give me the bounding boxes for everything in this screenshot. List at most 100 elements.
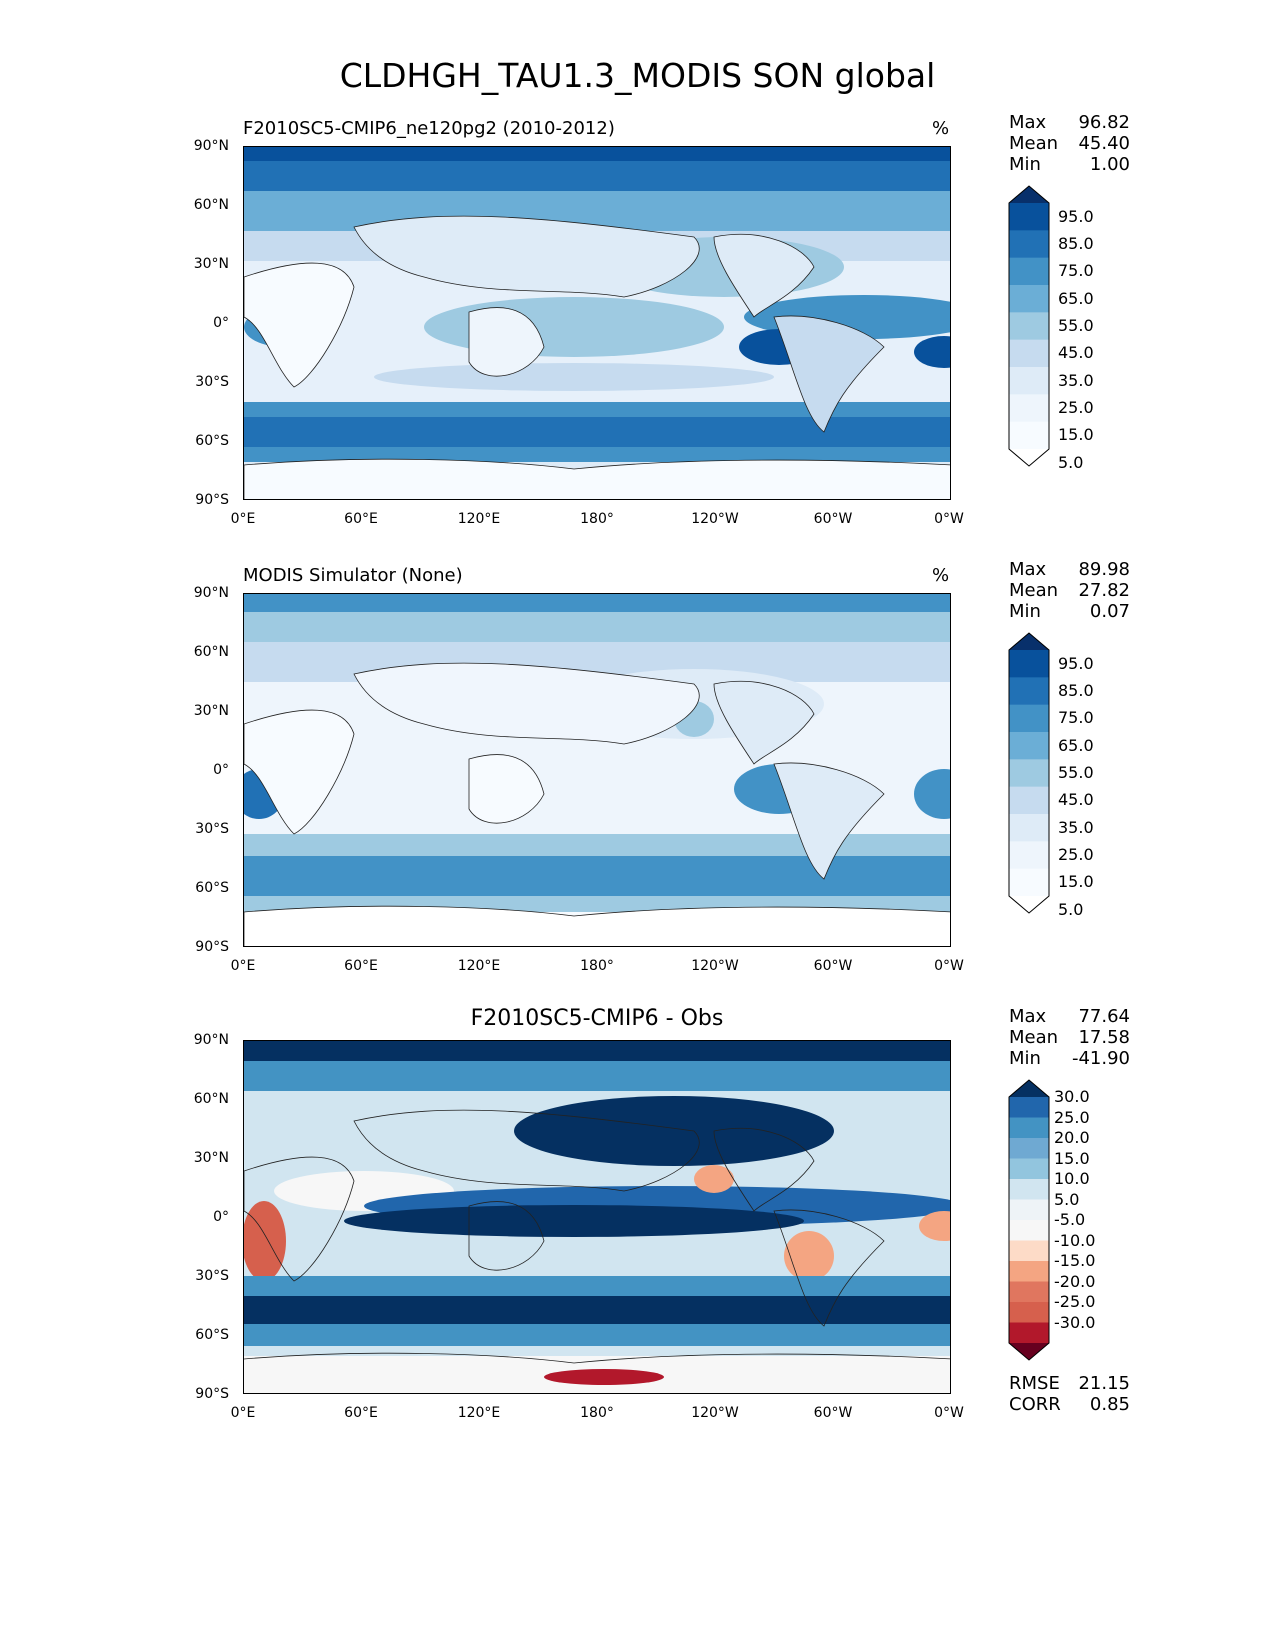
panel-1-min-value: 1.00 [1089,154,1130,175]
panel-3-lat-label: 60°N [193,1091,229,1107]
colorbar-extend-top [1009,1080,1049,1097]
colorbar-tick-label: 45.0 [1058,790,1094,810]
panel-1-max-value: 96.82 [1078,112,1130,133]
panel-3-lat-label: 90°S [195,1386,229,1402]
panel-2-lat-label: 0° [213,762,229,778]
panel-2-lon-label: 0°W [934,958,964,974]
colorbar-tick-label: 5.0 [1058,899,1084,919]
panel-2-lat-label: 90°S [195,939,229,955]
panel-3-min-value: -41.90 [1071,1048,1130,1069]
colorbar-segment [1009,814,1049,842]
colorbar-tick-label: -15.0 [1054,1251,1096,1270]
panel-1-lat-label: 60°S [195,433,229,449]
colorbar-tick-label: 55.0 [1058,316,1094,335]
colorbar-segment [1009,312,1049,341]
panel-3-mean-label: Mean [1009,1027,1059,1048]
panel-3-lon-label: 0°E [230,1405,256,1421]
colorbar-outline [1008,1079,1050,1361]
corr-value: 0.85 [1089,1394,1130,1415]
colorbar-tick-label: 5.0 [1054,1189,1080,1209]
panel-2-lon-label: 60°E [344,958,378,974]
rmse-label: RMSE [1009,1373,1060,1394]
panel-2-lat-label: 90°N [193,585,229,601]
panel-1-lon-label: 0°W [934,511,964,527]
colorbar-tick-label: 30.0 [1054,1087,1090,1106]
colorbar-tick-label: -25.0 [1054,1292,1096,1311]
colorbar-segment [1009,230,1049,259]
colorbar-segment [1009,1097,1049,1118]
panel-1-max-label: Max [1009,112,1047,133]
colorbar-segment [1009,1179,1049,1200]
panel-3-lon-label: 60°W [813,1405,853,1421]
panel-1-lat-label: 60°N [193,197,229,213]
colorbar-segment [1009,1240,1049,1262]
panel-1-lat-label: 30°N [193,256,229,272]
colorbar-tick-label: 75.0 [1058,261,1094,281]
colorbar-extend-top [1009,186,1049,203]
corr-label: CORR [1009,1394,1061,1415]
panel-3-lon-label: 60°E [344,1405,378,1421]
colorbar-tick-label: -30.0 [1054,1312,1096,1332]
panel-1-map [243,146,951,500]
panel-2-min-label: Min [1009,601,1041,622]
colorbar-tick-label: -10.0 [1054,1230,1096,1250]
colorbar-tick-label: 85.0 [1058,681,1094,700]
panel-1-colorbar [1008,185,1050,467]
colorbar-tick-label: 65.0 [1058,735,1094,755]
colorbar-segment [1009,1138,1049,1159]
figure-title: CLDHGH_TAU1.3_MODIS SON global [339,56,936,95]
colorbar-extend-bottom [1009,449,1049,466]
panel-2-max-value: 89.98 [1078,559,1130,580]
panel-1-lat-label: 90°S [195,492,229,508]
panel-2-title: MODIS Simulator (None) [243,565,463,586]
panel-1-lon-label: 120°W [691,511,739,527]
colorbar-tick-label: 25.0 [1054,1107,1090,1127]
panel-1-units: % [932,118,950,139]
colorbar-extend-bottom [1009,896,1049,913]
colorbar-segment [1009,367,1049,395]
colorbar-segment [1009,677,1049,706]
panel-2-min-value: 0.07 [1089,601,1130,622]
panel-2-max-label: Max [1009,559,1047,580]
panel-3-colorbar [1008,1079,1050,1361]
colorbar-segment [1009,1220,1049,1241]
colorbar-tick-label: 15.0 [1058,872,1094,892]
colorbar-segment [1009,1261,1049,1282]
colorbar-tick-label: 45.0 [1058,343,1094,363]
panel-1-title: F2010SC5-CMIP6_ne120pg2 (2010-2012) [243,118,615,139]
colorbar-tick-label: 5.0 [1058,452,1084,472]
colorbar-extend-top [1009,633,1049,650]
colorbar-tick-label: 95.0 [1058,206,1094,226]
panel-1-lat-label: 30°S [195,374,229,390]
panel-3-mean-value: 17.58 [1078,1027,1130,1048]
panel-2-lat-label: 30°N [193,703,229,719]
colorbar-segment [1009,394,1049,423]
panel-3-lat-label: 30°N [193,1150,229,1166]
panel-3-map-field [244,1041,950,1393]
colorbar-tick-label: 65.0 [1058,288,1094,308]
colorbar-segment [1009,759,1049,788]
panel-1-lon-label: 0°E [230,511,256,527]
panel-2-lat-label: 60°S [195,880,229,896]
colorbar-tick-label: 75.0 [1058,708,1094,728]
colorbar-segment [1009,704,1049,733]
panel-3-lon-label: 120°E [457,1405,501,1421]
colorbar-tick-label: 85.0 [1058,234,1094,253]
panel-1-lat-label: 0° [213,315,229,331]
panel-1-mean-value: 45.40 [1078,133,1130,154]
colorbar-tick-label: 25.0 [1058,398,1094,417]
colorbar-tick-label: 20.0 [1054,1128,1090,1147]
colorbar-segment [1009,339,1049,368]
panel-1-map-field [244,147,950,499]
panel-1-lon-label: 120°E [457,511,501,527]
panel-1-lon-label: 60°E [344,511,378,527]
panel-2-units: % [932,565,950,586]
panel-3-min-label: Min [1009,1048,1041,1069]
panel-2-lon-label: 60°W [813,958,853,974]
panel-2-map-field [244,594,950,946]
colorbar-segment [1009,786,1049,815]
panel-3-lat-label: 30°S [195,1268,229,1284]
colorbar-tick-label: 10.0 [1054,1169,1090,1188]
panel-2-lon-label: 180° [580,958,614,974]
panel-3-lat-label: 0° [213,1209,229,1225]
